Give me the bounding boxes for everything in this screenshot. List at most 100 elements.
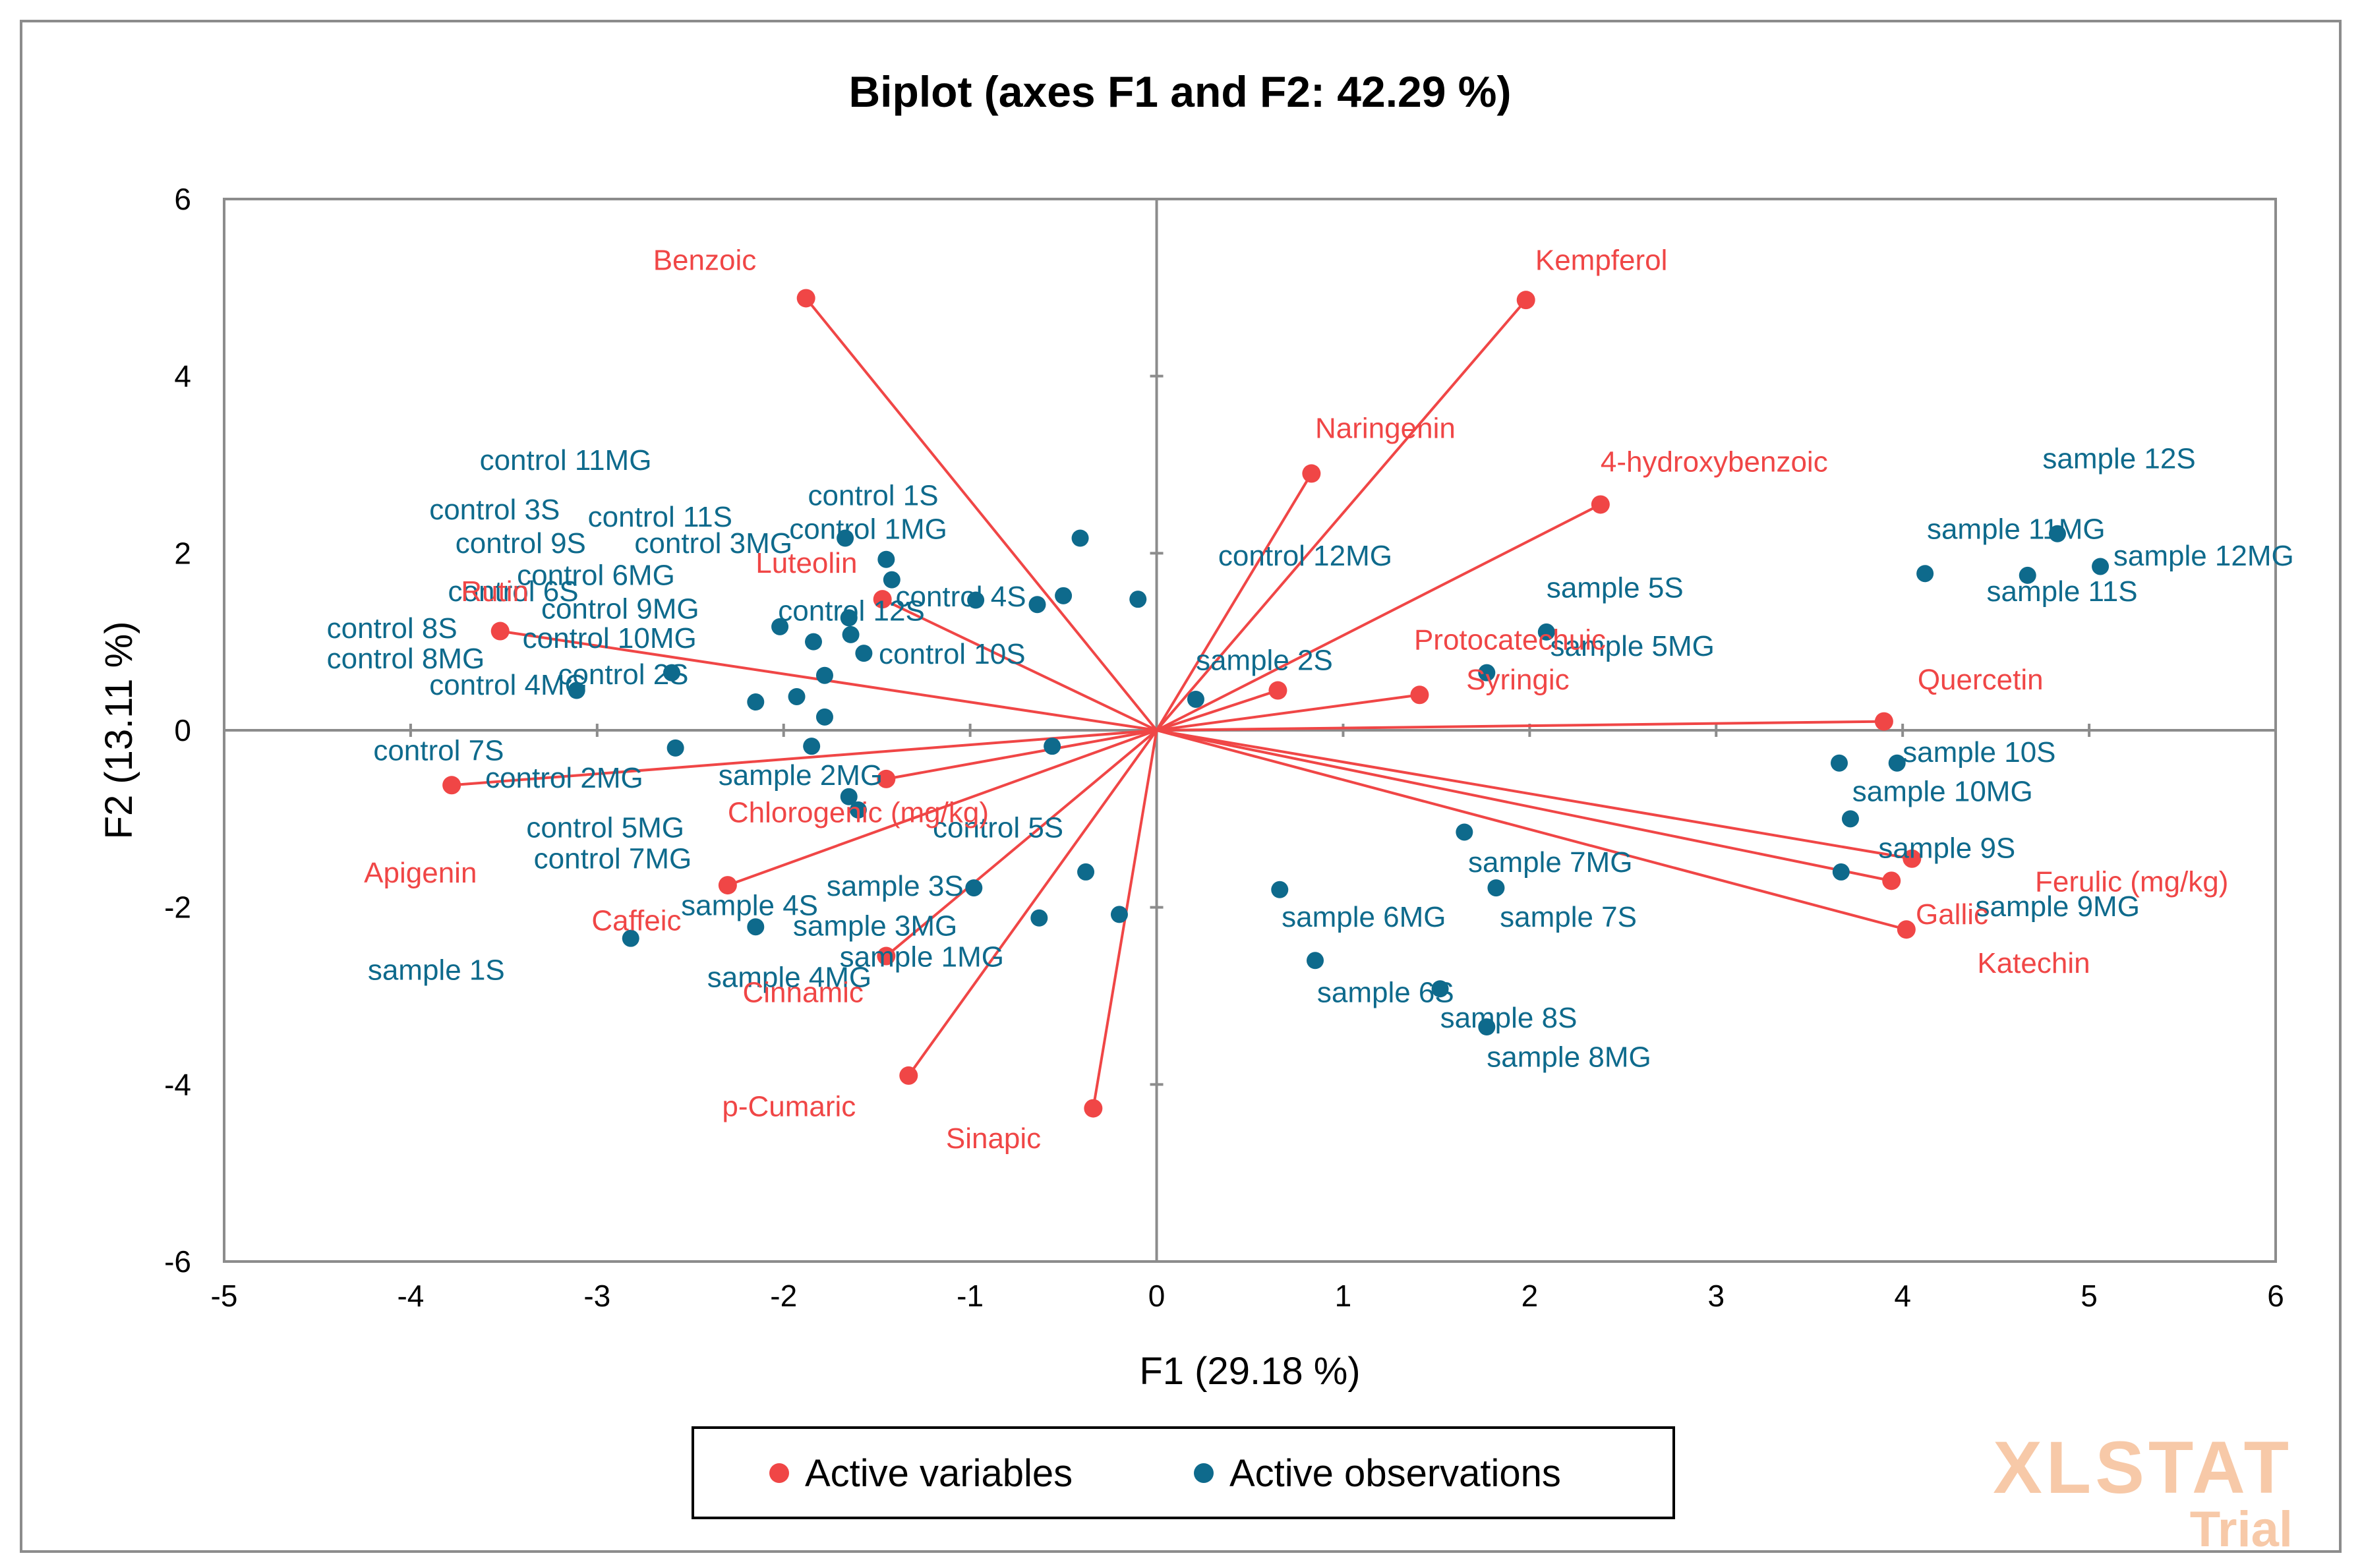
observation-point (965, 879, 983, 897)
variable-vector (1156, 729, 1912, 860)
variable-point (796, 289, 815, 308)
observation-point (788, 687, 806, 705)
observation-point (803, 738, 821, 755)
observation-label: sample 2S (1196, 645, 1333, 677)
variable-point (1882, 871, 1901, 890)
observation-label: sample 6S (1317, 976, 1454, 1008)
observation-label: control 9MG (541, 593, 699, 625)
variable-vector (727, 729, 1158, 886)
observation-point (1110, 906, 1128, 923)
variable-label: Katechin (1977, 947, 2090, 979)
variable-point (1410, 685, 1429, 705)
variable-label: Syringic (1466, 664, 1570, 696)
y-tick-label: -4 (164, 1067, 191, 1101)
observation-point (840, 788, 858, 805)
observation-point (1187, 690, 1204, 708)
observation-label: sample 5MG (1550, 630, 1714, 662)
observation-point (2019, 566, 2036, 584)
observation-label: sample 8S (1440, 1002, 1578, 1034)
variable-label: Luteolin (755, 547, 857, 579)
variable-point (1874, 712, 1893, 731)
observation-point (840, 609, 858, 627)
variable-point (1302, 464, 1321, 483)
observation-label: sample 5S (1547, 571, 1684, 604)
observation-point (747, 693, 765, 711)
observation-label: control 3MG (634, 527, 792, 560)
y-tick-label: 6 (174, 182, 191, 216)
variable-vector (451, 729, 1157, 787)
variable-vector (1156, 689, 1279, 732)
observation-label: sample 11MG (1927, 513, 2106, 546)
observation-point (842, 625, 860, 643)
variable-label: Kempferol (1535, 244, 1668, 276)
variable-point (1516, 291, 1535, 310)
variable-label: Rutin (461, 575, 529, 608)
observation-label: sample 4MG (707, 961, 871, 993)
variable-label: p-Cumaric (722, 1091, 856, 1123)
variable-label: Benzoic (653, 244, 757, 276)
observation-point (2092, 558, 2110, 575)
observation-point (1044, 738, 1061, 755)
x-tick-label: -1 (957, 1279, 984, 1313)
observation-label: sample 3MG (793, 910, 957, 943)
legend-observations-label: Active observations (1229, 1452, 1561, 1495)
observation-point (815, 708, 833, 726)
observation-point (815, 666, 833, 684)
observation-label: sample 2MG (719, 759, 883, 792)
observation-point (883, 571, 901, 589)
observation-label: sample 3S (827, 870, 964, 902)
observation-label: control 6MG (517, 560, 675, 592)
observation-label: sample 1MG (840, 941, 1004, 973)
vectors-layer (442, 289, 1922, 1118)
x-tick-label: 4 (1894, 1279, 1911, 1313)
variable-vector (885, 729, 1157, 780)
variable-label: Gallic (1916, 898, 1988, 931)
observation-label: sample 12MG (2113, 540, 2294, 572)
observation-point (1055, 587, 1073, 604)
observation-label: sample 4S (681, 890, 818, 922)
variable-vector (885, 729, 1158, 958)
variable-label: Protocatechuic (1414, 624, 1606, 656)
observation-point (877, 550, 895, 568)
observation-label: sample 11S (1986, 575, 2137, 608)
observation-point (1841, 810, 1859, 828)
observation-point (1830, 754, 1848, 772)
observation-label: control 2S (558, 658, 688, 691)
variable-vector (1156, 299, 1527, 732)
x-tick-label: 2 (1521, 1279, 1539, 1313)
x-tick-label: 3 (1707, 1279, 1725, 1313)
observation-point (1028, 596, 1046, 614)
variable-point (1268, 681, 1287, 700)
variable-label: Ferulic (mg/kg) (2035, 865, 2228, 898)
variable-label: Quercetin (1918, 664, 2044, 696)
observation-point (1030, 909, 1048, 927)
variable-point (873, 590, 892, 609)
x-tick-label: 5 (2081, 1279, 2098, 1313)
observation-point (1071, 529, 1089, 547)
observation-label: control 5S (933, 811, 1063, 844)
observation-label: control 3S (429, 494, 560, 526)
observation-point (1478, 664, 1496, 682)
variable-vector (1156, 693, 1420, 732)
observation-point (855, 645, 873, 662)
observation-label: sample 10MG (1852, 775, 2033, 807)
x-tick-label: 0 (1148, 1279, 1166, 1313)
observation-point (663, 664, 680, 682)
observation-point (1271, 881, 1289, 898)
variable-label: Naringenin (1315, 413, 1456, 445)
observation-label: sample 9S (1878, 832, 2015, 864)
watermark: XLSTAT Trial (1993, 1426, 2293, 1557)
variable-label: Apigenin (364, 857, 477, 889)
legend: Active variables Active observations (692, 1426, 1675, 1519)
observation-point (622, 929, 639, 947)
variable-label: Caffeic (591, 904, 681, 937)
observation-point (1478, 1018, 1496, 1036)
observation-point (2048, 525, 2066, 542)
observation-point (771, 618, 789, 635)
x-tick-label: -4 (397, 1279, 424, 1313)
variable-point (1591, 495, 1610, 514)
observation-label: sample 8MG (1487, 1041, 1651, 1073)
y-tick-label: 4 (174, 359, 191, 393)
x-tick-label: -2 (770, 1279, 797, 1313)
observation-point (747, 918, 765, 936)
